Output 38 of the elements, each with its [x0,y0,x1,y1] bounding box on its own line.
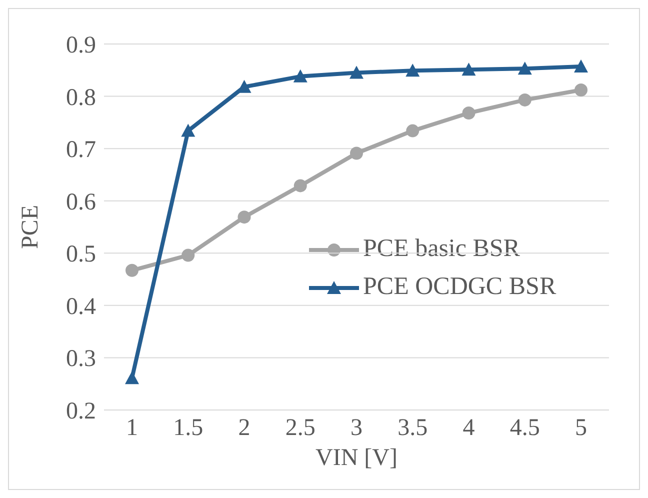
x-axis-title: VIN [V] [316,445,398,471]
point [182,248,195,262]
x-tick-label: 4 [462,415,475,442]
y-tick-label: 0.8 [66,84,96,111]
x-tick-label: 5 [575,415,587,442]
y-tick-label: 0.7 [66,137,96,164]
point [518,93,532,106]
point [126,264,138,277]
y-tick-label: 0.2 [66,398,96,425]
point [238,210,251,224]
point [350,146,363,160]
x-tick-label: 2 [238,415,250,442]
x-tick-label: 3.5 [398,415,428,442]
x-tick-label: 1.5 [173,415,204,442]
y-tick-label: 0.5 [66,242,96,268]
y-axis-title: PCE [18,204,44,250]
point [350,66,364,79]
point [518,62,532,75]
point [125,371,139,384]
point [294,179,307,192]
legend-label: PCE OCDGC BSR [362,273,556,301]
point [462,62,476,76]
y-tick-label: 0.4 [66,294,96,320]
legend-label: PCE basic BSR [362,235,521,263]
y-tick-label: 0.9 [66,32,96,59]
point [462,106,476,120]
point [181,124,196,137]
x-tick-label: 2.5 [285,415,316,442]
point [406,124,420,138]
y-tick-label: 0.3 [66,346,96,372]
x-tick-label: 4.5 [510,415,540,442]
x-tick-label: 3 [350,415,362,442]
point [574,59,588,72]
x-tick-label: 1 [126,415,138,442]
point [574,84,588,97]
y-tick-label: 0.6 [66,189,96,216]
point [293,69,308,82]
point [406,64,420,77]
